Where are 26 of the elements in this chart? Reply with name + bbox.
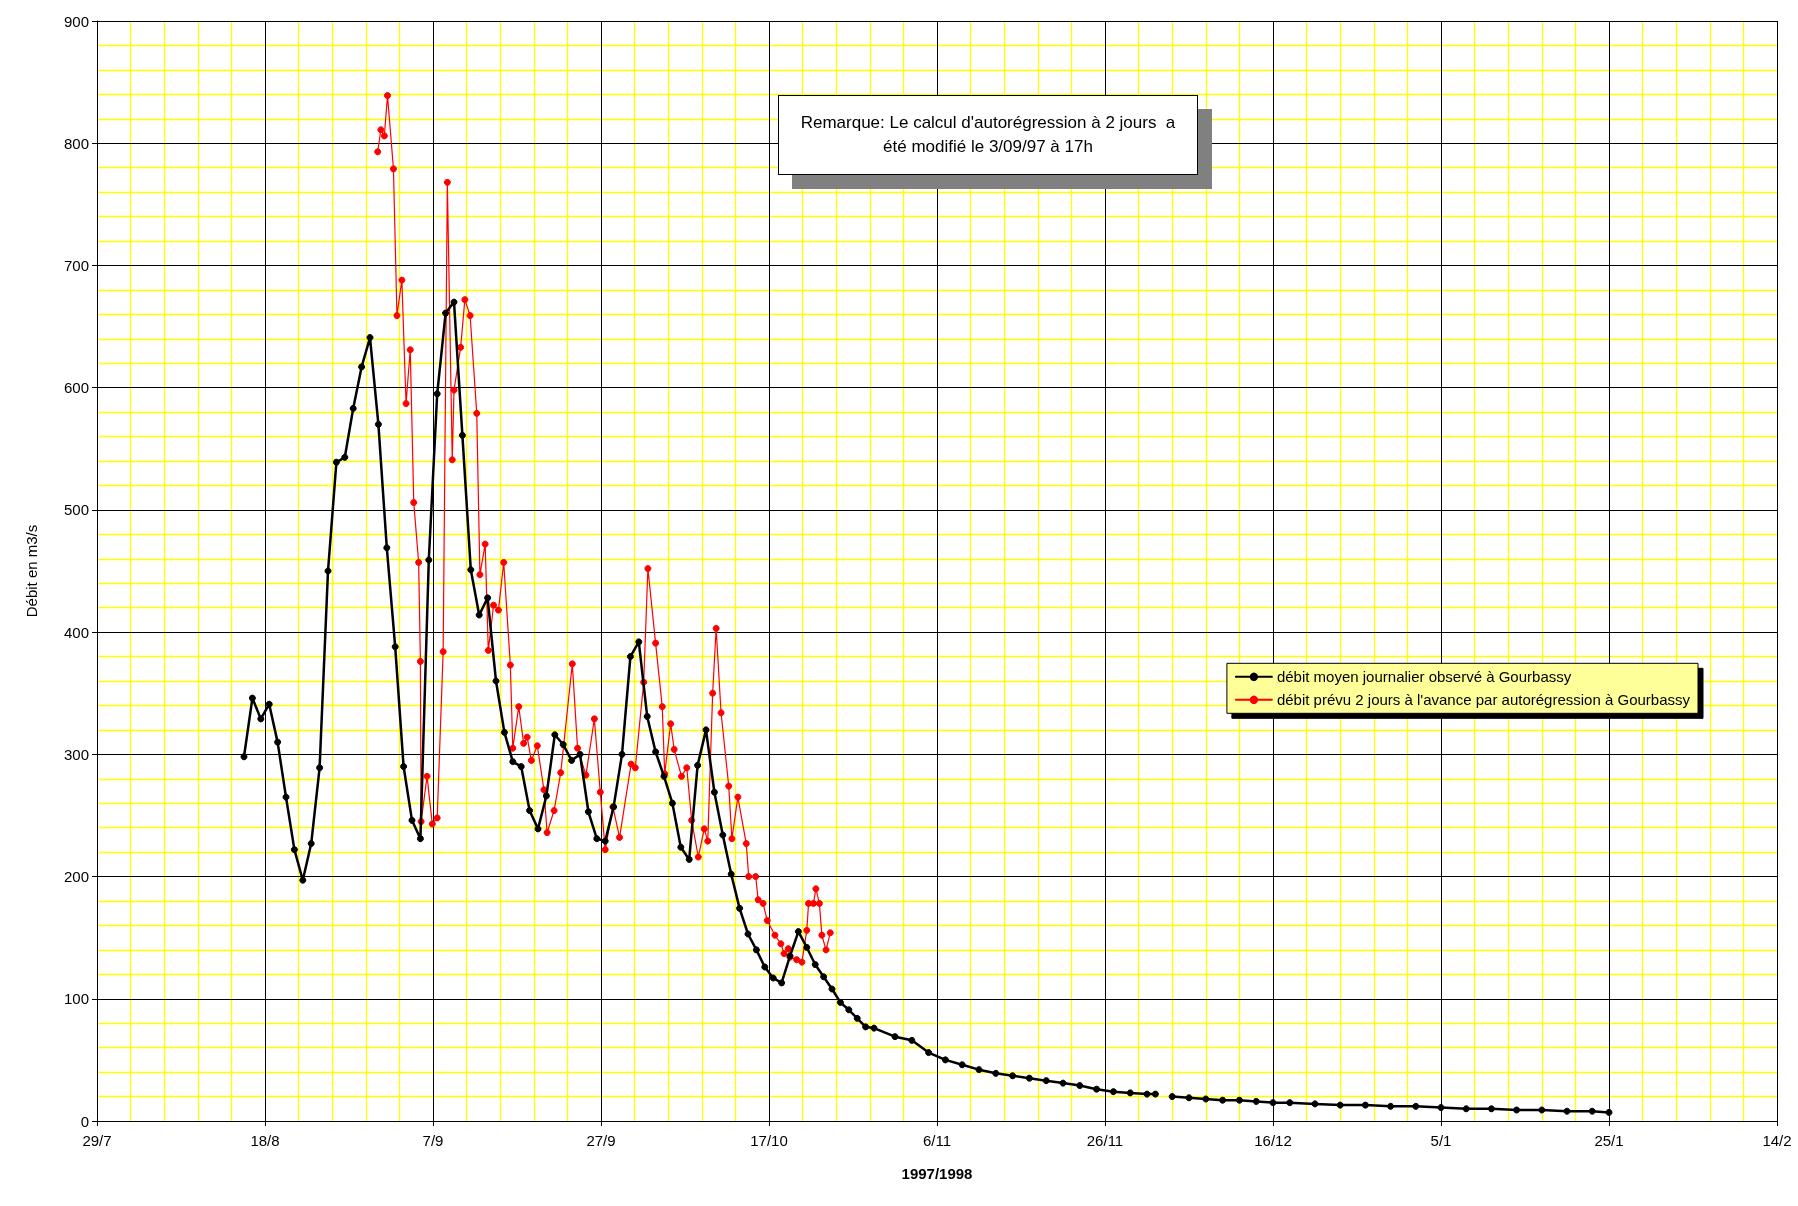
legend-label: débit moyen journalier observé à Gourbassy (1276, 668, 1572, 686)
y-tick-label: 600 (63, 379, 89, 397)
y-tick-label: 100 (63, 990, 89, 1008)
y-tick-label: 800 (63, 134, 89, 152)
y-tick-label: 300 (63, 745, 89, 763)
x-tick-label: 17/10 (750, 1132, 788, 1149)
y-tick-label: 900 (63, 12, 89, 30)
y-tick-label: 500 (63, 501, 89, 519)
x-tick-label: 25/1 (1594, 1132, 1624, 1149)
x-tick-label: 7/9 (422, 1132, 444, 1149)
y-axis-title: Débit en m3/s (23, 524, 40, 618)
y-tick-label: 700 (63, 256, 89, 274)
x-axis-title: 1997/1998 (901, 1165, 973, 1182)
y-tick-label: 400 (63, 623, 89, 641)
x-tick-label: 16/12 (1254, 1132, 1292, 1149)
x-tick-label: 5/1 (1430, 1132, 1452, 1149)
x-tick-label: 26/11 (1086, 1132, 1124, 1149)
x-tick-label: 18/8 (250, 1132, 280, 1149)
y-tick-label: 200 (63, 868, 89, 886)
x-tick-label: 6/11 (922, 1132, 952, 1149)
y-tick-label: 0 (80, 1112, 89, 1130)
x-tick-label: 29/7 (82, 1132, 112, 1149)
legend-label: débit prévu 2 jours à l'avance par autorégression à Gourbassy (1276, 691, 1691, 709)
annotation: Remarque: Le calcul d'autorégression à 2 jours a été modifié le 3/09/97 à 17h (778, 95, 1198, 175)
x-tick-label: 27/9 (586, 1132, 616, 1149)
x-tick-label: 14/2 (1762, 1132, 1792, 1149)
